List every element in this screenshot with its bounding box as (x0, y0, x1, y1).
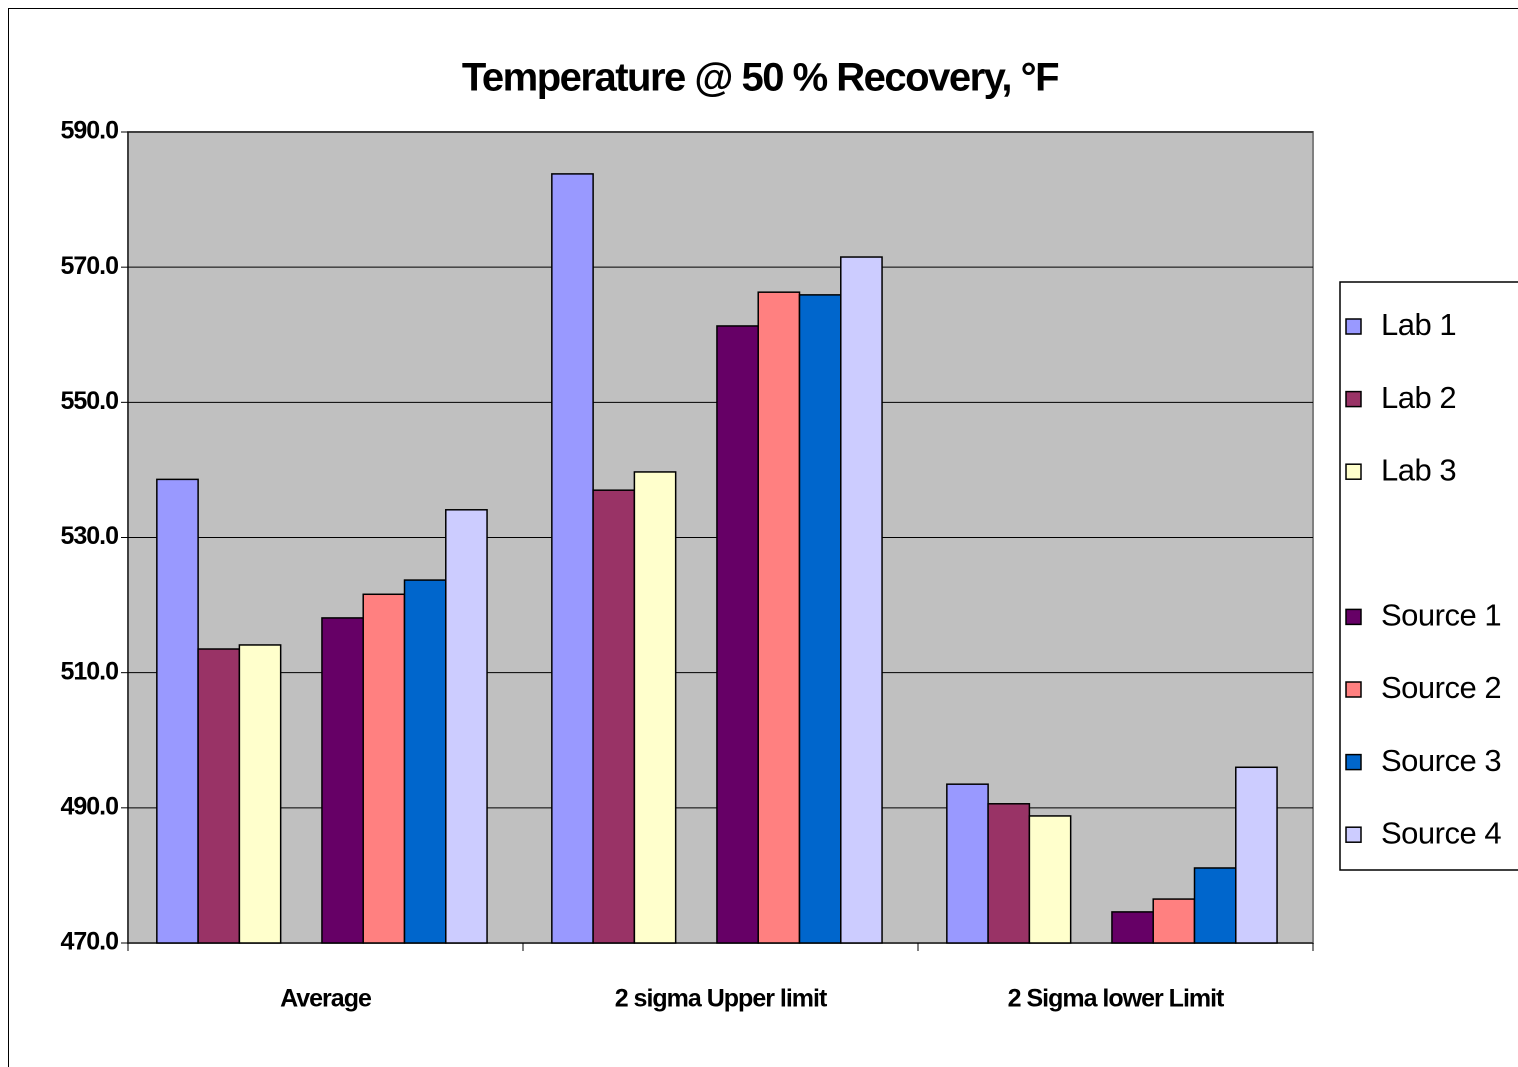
bar (987, 803, 1031, 944)
bar (1193, 867, 1237, 944)
legend-swatch (1345, 608, 1362, 626)
legend-label: Lab 2 (1381, 380, 1456, 415)
bar (445, 509, 488, 944)
bar (757, 291, 801, 944)
legend-swatch (1345, 463, 1362, 480)
bar (238, 644, 282, 944)
legend-label: Source 2 (1381, 670, 1501, 705)
legend-box (1339, 281, 1518, 871)
y-tick-label: 490.0 (60, 792, 118, 820)
y-tick-label: 590.0 (60, 117, 118, 145)
bar (1152, 898, 1196, 944)
bar (633, 471, 677, 944)
bar (197, 648, 241, 944)
legend-swatch (1345, 826, 1362, 843)
legend-label: Source 4 (1381, 815, 1501, 850)
legend-swatch (1345, 681, 1362, 698)
bar (403, 579, 447, 944)
chart-title: Temperature @ 50 % Recovery, °F (462, 56, 1058, 100)
y-tick-label: 510.0 (60, 657, 118, 685)
y-tick-label: 470.0 (60, 928, 118, 956)
bar (1028, 815, 1072, 944)
legend-label: Lab 3 (1381, 452, 1456, 487)
bar (551, 173, 594, 944)
bar (1235, 766, 1278, 944)
bar (798, 294, 842, 944)
y-tick-label: 530.0 (60, 522, 118, 550)
bar (156, 478, 199, 944)
x-tick-label: 2 sigma Upper limit (615, 985, 828, 1013)
y-tick-label: 570.0 (60, 252, 118, 280)
legend-swatch (1345, 318, 1362, 335)
legend-label: Lab 1 (1381, 307, 1456, 342)
legend-label: Source 3 (1381, 743, 1501, 778)
legend-swatch (1345, 753, 1362, 771)
bar (1111, 911, 1154, 944)
bar (946, 783, 989, 944)
x-tick-label: Average (280, 985, 372, 1013)
y-tick-label: 550.0 (60, 387, 118, 415)
legend-swatch (1345, 390, 1362, 408)
legend-label: Source 1 (1381, 598, 1501, 633)
bar (716, 325, 759, 944)
bar (840, 256, 883, 944)
bar (592, 489, 636, 944)
x-tick-label: 2 Sigma lower Limit (1008, 985, 1225, 1013)
bar (321, 617, 364, 944)
bar (362, 593, 406, 944)
